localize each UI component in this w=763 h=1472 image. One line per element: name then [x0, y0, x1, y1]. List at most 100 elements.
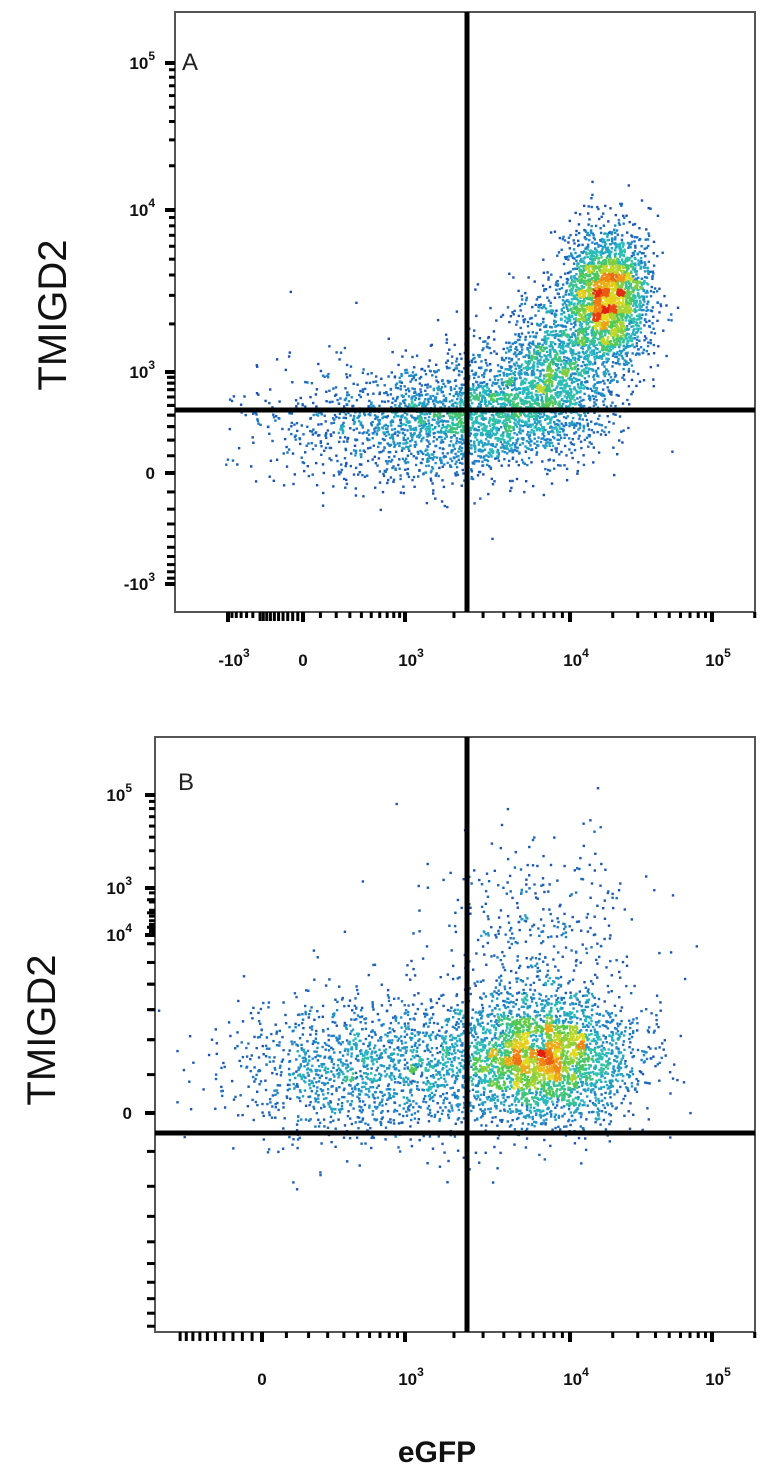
event-dot [568, 404, 571, 408]
event-dot [607, 431, 611, 434]
event-dot [232, 395, 236, 398]
event-dot [485, 431, 489, 434]
event-dot [306, 381, 309, 384]
event-dot [589, 397, 592, 400]
event-dot [585, 350, 589, 353]
event-dot [528, 423, 532, 426]
event-dot [567, 316, 571, 319]
event-dot [347, 400, 351, 403]
event-dot [408, 404, 411, 407]
event-dot [394, 399, 397, 403]
event-dot [588, 441, 591, 444]
event-dot [339, 471, 343, 474]
event-dot [539, 412, 542, 416]
event-dot [489, 351, 493, 355]
event-dot [564, 422, 567, 425]
event-dot [347, 411, 350, 415]
event-dot [521, 437, 524, 440]
event-dot [517, 437, 520, 440]
event-dot [559, 390, 562, 394]
event-dot [554, 325, 557, 328]
event-dot [407, 447, 410, 450]
event-dot [525, 400, 528, 403]
event-dot [587, 428, 591, 431]
event-dot [534, 303, 537, 307]
event-dot [579, 405, 582, 408]
event-dot [403, 385, 406, 388]
event-dot [539, 372, 542, 376]
event-dot [369, 446, 372, 449]
event-dot [228, 427, 231, 431]
event-dot [615, 311, 618, 315]
event-dot [481, 427, 484, 431]
event-dot [426, 458, 429, 461]
event-dot [496, 436, 499, 440]
event-dot [542, 431, 545, 434]
event-dot [498, 420, 502, 423]
event-dot [491, 381, 495, 384]
event-dot [578, 415, 582, 418]
event-dot [411, 428, 414, 431]
event-dot [456, 397, 459, 401]
event-dot [622, 309, 625, 312]
event-dot [511, 384, 514, 387]
event-dot [515, 353, 518, 357]
event-dot [413, 387, 416, 391]
event-dot [649, 295, 653, 298]
event-dot [574, 365, 577, 369]
event-dot [363, 412, 366, 416]
event-dot [309, 395, 312, 399]
event-dot [497, 370, 500, 373]
event-dot [605, 256, 608, 259]
event-dot [488, 346, 491, 350]
event-dot [530, 461, 533, 464]
event-dot [544, 446, 547, 450]
event-dot [560, 360, 564, 363]
event-dot [411, 387, 414, 390]
event-dot [439, 429, 443, 432]
event-dot [480, 441, 483, 444]
event-dot [603, 297, 606, 300]
event-dot [536, 344, 540, 347]
event-dot [491, 434, 494, 437]
event-dot [557, 391, 560, 394]
event-dot [455, 360, 458, 363]
event-dot [404, 468, 407, 471]
event-dot [539, 348, 542, 351]
event-dot [446, 452, 449, 455]
event-dot [622, 348, 626, 352]
event-dot [619, 202, 622, 206]
event-dot [306, 425, 309, 428]
event-dot [554, 415, 558, 418]
event-dot [572, 303, 576, 306]
event-dot [632, 298, 635, 302]
event-dot [437, 474, 440, 478]
event-dot [571, 456, 574, 460]
event-dot [400, 415, 403, 419]
event-dot [584, 354, 588, 358]
event-dot [435, 400, 438, 403]
event-dot [484, 389, 487, 392]
event-dot [610, 328, 614, 331]
event-dot [508, 426, 511, 430]
event-dot [491, 451, 495, 455]
event-dot [444, 396, 448, 400]
event-dot [600, 348, 604, 352]
event-dot [470, 447, 473, 450]
event-dot [404, 398, 407, 402]
event-dot [622, 298, 625, 301]
event-dot [359, 453, 362, 456]
event-dot [619, 307, 622, 310]
event-dot [592, 397, 596, 401]
event-dot [437, 385, 440, 388]
event-dot [452, 394, 455, 398]
event-dot [518, 427, 521, 430]
event-dot [508, 420, 512, 423]
event-dot [491, 423, 495, 426]
event-dot [428, 412, 432, 415]
event-dot [485, 368, 488, 372]
event-dot [324, 434, 327, 437]
event-dot [550, 482, 554, 485]
event-dot [542, 321, 545, 324]
event-dot [374, 462, 377, 465]
